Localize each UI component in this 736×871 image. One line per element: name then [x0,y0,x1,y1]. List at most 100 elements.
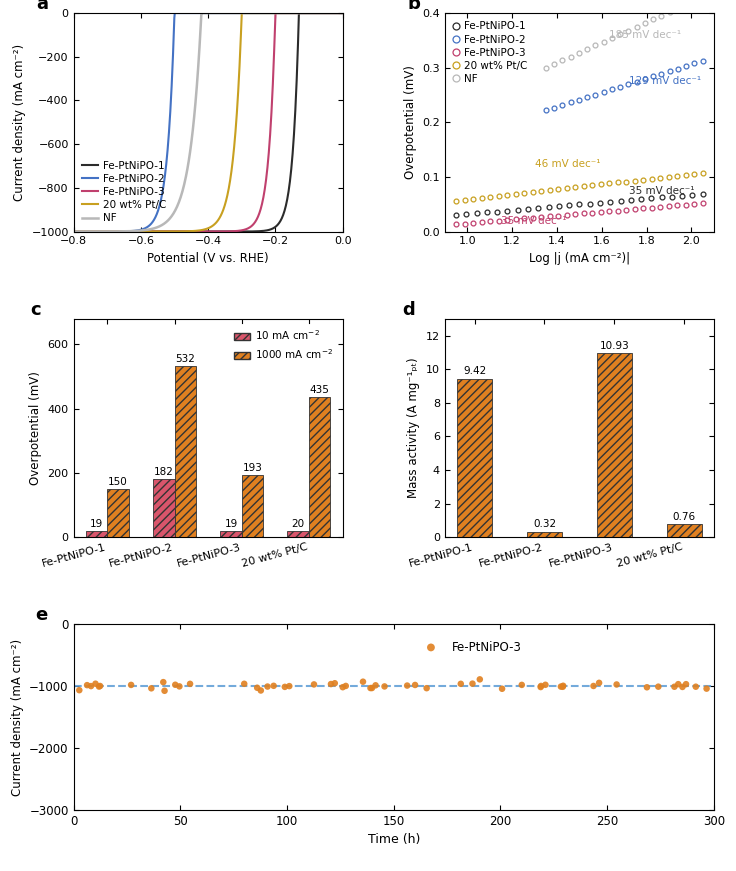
NF [558,55,567,65]
Fe-PtNiPO-2 [682,61,690,71]
20 wt% Pt/C [622,176,631,186]
NF [339,8,347,18]
NF [599,37,608,47]
Bar [288,530,309,537]
Fe-PtNiPO-3 [255,684,266,698]
Fe-PtNiPO-2 [690,58,699,69]
NF [197,8,206,18]
Fe-PtNiPO-3 [369,679,381,692]
NF [640,18,649,29]
20 wt% Pt/C [682,170,690,180]
20 wt% Pt/C [477,192,486,203]
Fe-PtNiPO-3 [553,211,562,221]
Fe-PtNiPO-1 [513,205,522,215]
20 wt% Pt/C [673,171,682,181]
Fe-PtNiPO-3 [339,8,347,18]
Fe-PtNiPO-1 [554,201,563,212]
Fe-PtNiPO-1 [69,226,78,237]
Fe-PtNiPO-1 [228,226,237,237]
Fe-PtNiPO-3 [570,209,579,219]
Fe-PtNiPO-2 [69,226,78,237]
Line: Fe-PtNiPO-3: Fe-PtNiPO-3 [453,201,705,226]
20 wt% Pt/C [138,226,147,237]
20 wt% Pt/C [588,180,597,191]
Fe-PtNiPO-2 [665,66,674,77]
Fe-PtNiPO-3 [238,677,250,691]
Fe-PtNiPO-3 [557,680,569,694]
Fe-PtNiPO-3 [690,199,698,209]
Fe-PtNiPO-3 [340,679,352,693]
Fe-PtNiPO-3 [486,216,495,226]
Text: 435: 435 [310,386,330,395]
Fe-PtNiPO-1 [523,204,532,214]
Fe-PtNiPO-3 [698,198,707,208]
NF [574,48,583,58]
20 wt% Pt/C [339,8,347,18]
Fe-PtNiPO-1 [616,196,625,206]
Y-axis label: Overpotential (mV): Overpotential (mV) [404,65,417,179]
Text: 182: 182 [154,467,174,476]
Fe-PtNiPO-3 [630,204,639,214]
Fe-PtNiPO-3 [477,217,486,227]
Fe-PtNiPO-3 [93,679,105,693]
Fe-PtNiPO-3 [665,201,673,212]
NF [542,63,551,73]
Fe-PtNiPO-3 [673,677,684,691]
Fe-PtNiPO-3 [639,203,648,213]
Text: 185 mV dec⁻¹: 185 mV dec⁻¹ [609,30,681,40]
NF [665,7,674,17]
Legend: Fe-PtNiPO-3: Fe-PtNiPO-3 [414,636,527,658]
20 wt% Pt/C [613,177,622,187]
Fe-PtNiPO-1 [117,226,126,237]
20 wt% Pt/C [656,172,665,183]
Fe-PtNiPO-2 [673,64,682,74]
Text: 129 mV dec⁻¹: 129 mV dec⁻¹ [629,76,701,86]
Fe-PtNiPO-3 [469,218,478,228]
20 wt% Pt/C [570,182,579,192]
Text: c: c [31,300,41,319]
20 wt% Pt/C [579,181,588,192]
Fe-PtNiPO-3 [117,226,126,237]
Fe-PtNiPO-3 [622,205,631,215]
Fe-PtNiPO-3 [593,676,605,690]
Fe-PtNiPO-3 [249,219,258,229]
NF [117,226,126,237]
Fe-PtNiPO-3 [516,678,528,692]
Text: 46 mV dec⁻¹: 46 mV dec⁻¹ [534,159,600,169]
Fe-PtNiPO-1 [698,189,707,199]
Text: b: b [407,0,420,13]
20 wt% Pt/C [562,183,571,193]
Fe-PtNiPO-3 [460,219,469,229]
NF [682,0,690,10]
Fe-PtNiPO-1 [688,190,697,200]
Text: 35 mV dec⁻¹: 35 mV dec⁻¹ [501,216,567,226]
Fe-PtNiPO-3 [409,678,421,692]
Line: NF: NF [543,0,705,71]
Fe-PtNiPO-3 [641,680,653,694]
Bar [597,354,631,537]
Fe-PtNiPO-1 [452,210,461,220]
Fe-PtNiPO-3 [503,215,512,226]
Fe-PtNiPO-1 [483,207,492,218]
20 wt% Pt/C [630,175,639,186]
Fe-PtNiPO-3 [494,215,503,226]
20 wt% Pt/C [238,8,247,18]
NF [583,44,592,54]
20 wt% Pt/C [537,186,545,196]
Y-axis label: Current density (mA cm⁻²): Current density (mA cm⁻²) [11,638,24,796]
Fe-PtNiPO-1 [339,8,347,18]
20 wt% Pt/C [469,193,478,204]
Legend: Fe-PtNiPO-1, Fe-PtNiPO-2, Fe-PtNiPO-3, 20 wt% Pt/C, NF: Fe-PtNiPO-1, Fe-PtNiPO-2, Fe-PtNiPO-3, 2… [79,158,169,226]
Fe-PtNiPO-2 [624,79,633,90]
Fe-PtNiPO-3 [125,678,137,692]
Text: 0.76: 0.76 [673,512,696,522]
Fe-PtNiPO-2 [583,92,592,103]
Line: Fe-PtNiPO-1: Fe-PtNiPO-1 [453,192,705,218]
Fe-PtNiPO-3 [676,680,688,694]
Fe-PtNiPO-1 [503,206,512,216]
Fe-PtNiPO-3 [539,678,551,692]
Line: Fe-PtNiPO-2: Fe-PtNiPO-2 [543,58,705,112]
Fe-PtNiPO-2 [566,98,575,108]
Bar [153,479,174,537]
Fe-PtNiPO-2 [272,8,281,18]
